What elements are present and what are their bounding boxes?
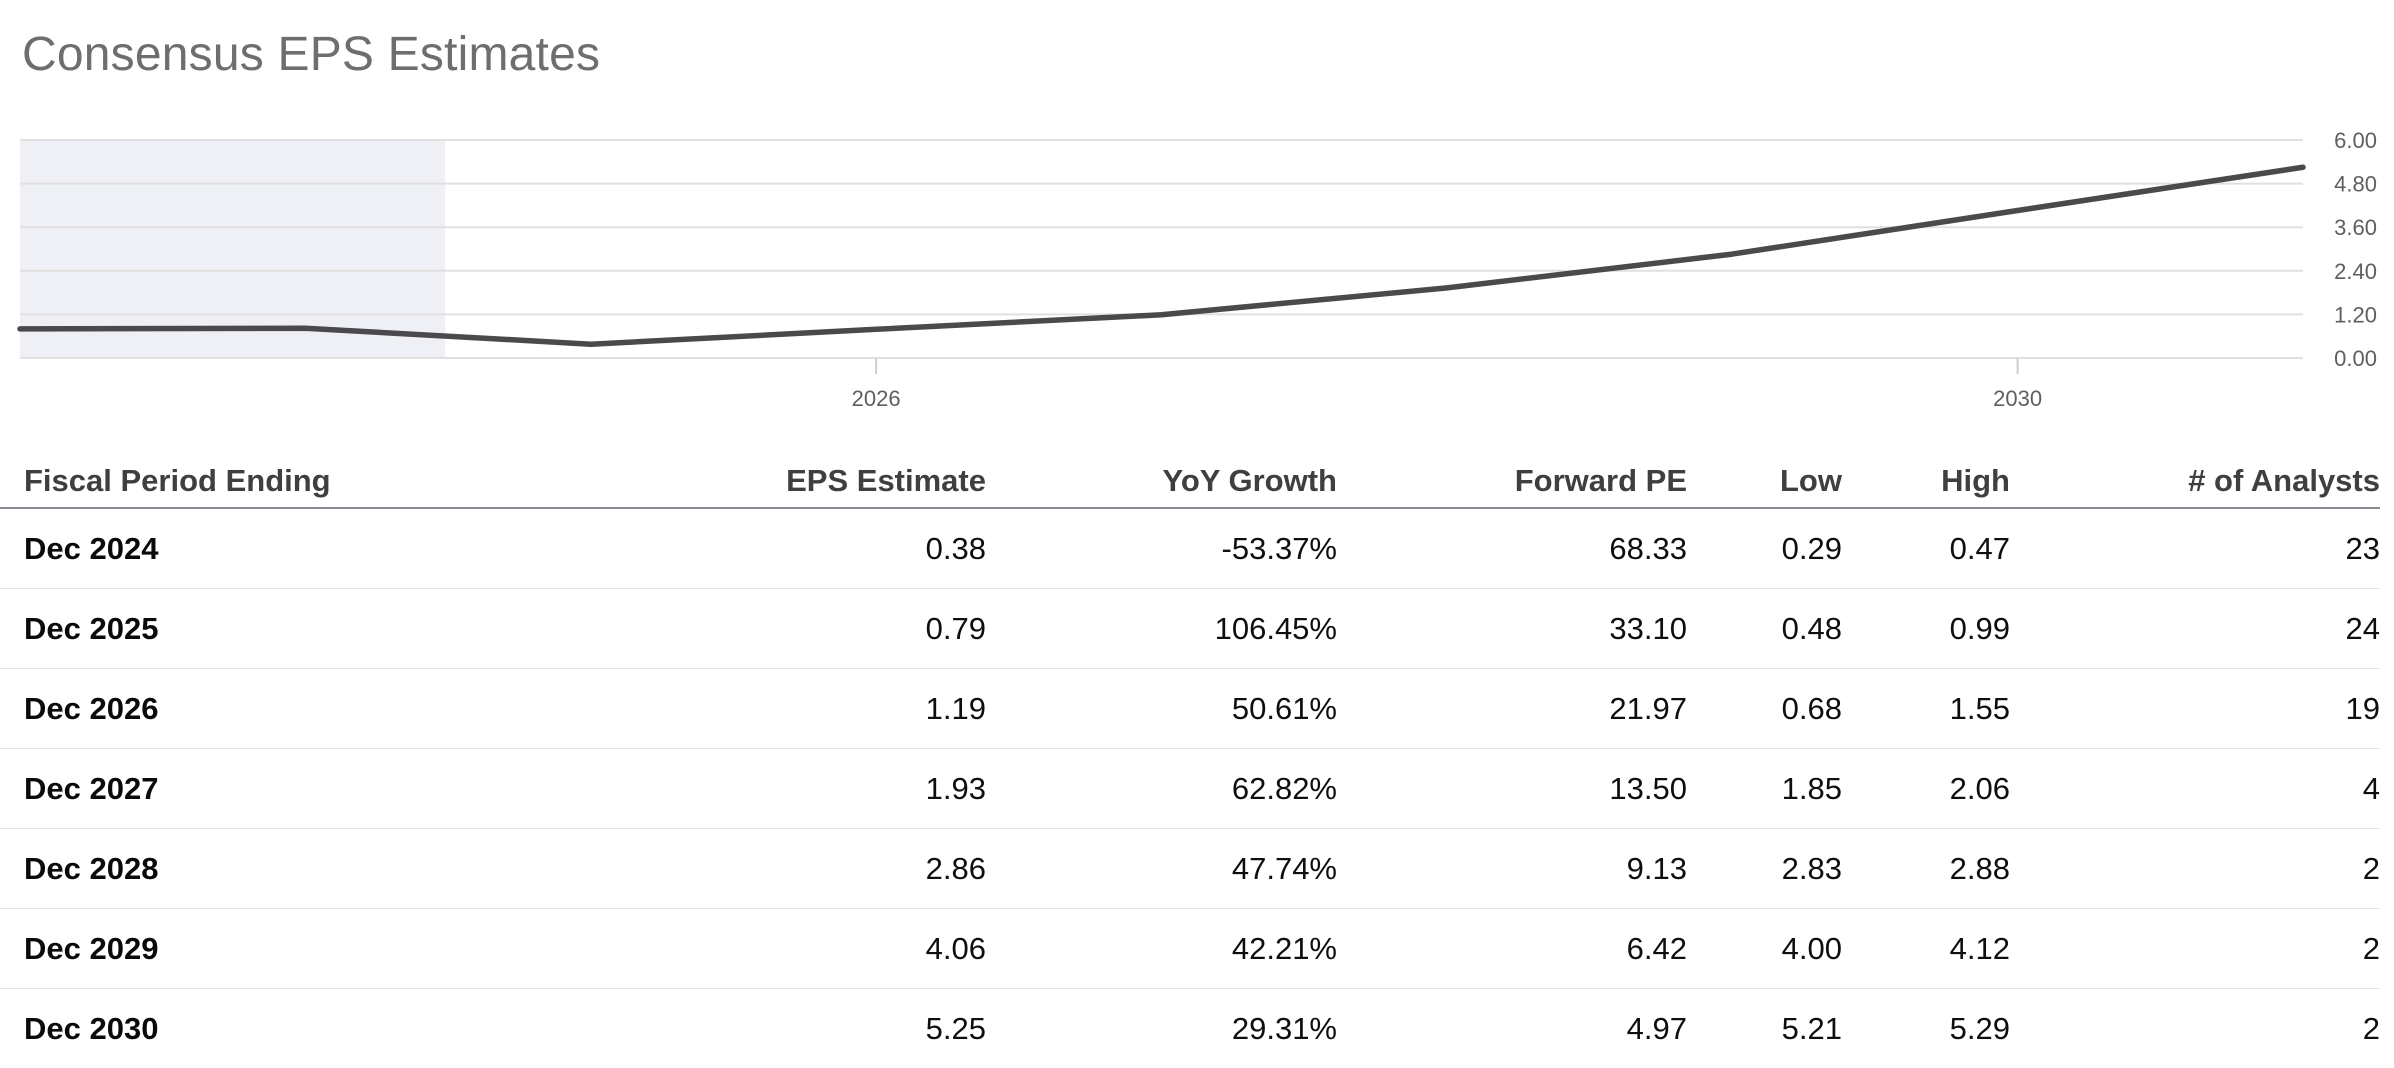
value-cell: 9.13 xyxy=(1626,850,1687,886)
value-cell: 0.79 xyxy=(925,610,986,646)
estimates-table: Fiscal Period Ending EPS Estimate YoY Grow… xyxy=(0,455,2394,1068)
fiscal-period-cell: Dec 2029 xyxy=(24,930,159,966)
y-axis-label: 3.60 xyxy=(2334,215,2377,240)
column-header: YoY Growth xyxy=(1162,463,1337,498)
fiscal-period-cell: Dec 2026 xyxy=(24,690,159,726)
column-header: EPS Estimate xyxy=(786,463,986,498)
value-cell: 0.48 xyxy=(1781,610,1842,646)
value-cell: 2 xyxy=(2362,930,2380,966)
value-cell: -53.37% xyxy=(1221,530,1337,566)
value-cell: 68.33 xyxy=(1609,530,1687,566)
eps-chart[interactable]: 0.00 1.20 2.40 3.60 4.80 6.00 2026 2030 xyxy=(0,0,2394,436)
value-cell: 2 xyxy=(2362,1010,2380,1046)
value-cell: 29.31% xyxy=(1231,1010,1337,1046)
table-row[interactable]: Dec 2025 0.79 106.45% 33.10 0.48 0.99 24 xyxy=(0,589,2380,669)
y-axis-label: 4.80 xyxy=(2334,172,2377,197)
value-cell: 4.06 xyxy=(925,930,986,966)
column-header: Fiscal Period Ending xyxy=(24,463,331,498)
table-row[interactable]: Dec 2028 2.86 47.74% 9.13 2.83 2.88 2 xyxy=(0,829,2380,909)
table-row[interactable]: Dec 2027 1.93 62.82% 13.50 1.85 2.06 4 xyxy=(0,749,2380,829)
value-cell: 4.12 xyxy=(1949,930,2010,966)
fiscal-period-cell: Dec 2024 xyxy=(24,530,159,566)
value-cell: 4 xyxy=(2362,770,2380,806)
table-row[interactable]: Dec 2030 5.25 29.31% 4.97 5.21 5.29 2 xyxy=(0,989,2380,1068)
value-cell: 1.55 xyxy=(1949,690,2010,726)
eps-line-chart-svg: 0.00 1.20 2.40 3.60 4.80 6.00 2026 2030 xyxy=(17,128,2377,411)
value-cell: 50.61% xyxy=(1231,690,1337,726)
historical-highlight-region xyxy=(20,140,446,358)
x-axis-label: 2026 xyxy=(852,386,901,411)
y-axis-label: 0.00 xyxy=(2334,346,2377,371)
value-cell: 33.10 xyxy=(1609,610,1687,646)
table-row[interactable]: Dec 2026 1.19 50.61% 21.97 0.68 1.55 19 xyxy=(0,669,2380,749)
value-cell: 4.00 xyxy=(1781,930,1842,966)
column-header: High xyxy=(1941,463,2010,498)
value-cell: 0.47 xyxy=(1949,530,2010,566)
y-axis-label: 1.20 xyxy=(2334,302,2377,327)
value-cell: 1.93 xyxy=(925,770,986,806)
value-cell: 0.99 xyxy=(1949,610,2010,646)
value-cell: 47.74% xyxy=(1231,850,1337,886)
value-cell: 4.97 xyxy=(1626,1010,1687,1046)
table-row[interactable]: Dec 2029 4.06 42.21% 6.42 4.00 4.12 2 xyxy=(0,909,2380,989)
page-title: Consensus EPS Estimates xyxy=(22,28,601,81)
value-cell: 13.50 xyxy=(1609,770,1687,806)
value-cell: 2.06 xyxy=(1949,770,2010,806)
y-axis-label: 6.00 xyxy=(2334,128,2377,153)
table-header-row: Fiscal Period Ending EPS Estimate YoY Grow… xyxy=(0,455,2380,509)
value-cell: 24 xyxy=(2345,610,2380,646)
x-axis-label: 2030 xyxy=(1993,386,2042,411)
eps-series-line xyxy=(17,164,2306,347)
fiscal-period-cell: Dec 2028 xyxy=(24,850,159,886)
table-body: Dec 2024 0.38 -53.37% 68.33 0.29 0.47 23 Dec 20… xyxy=(0,509,2394,1068)
value-cell: 5.25 xyxy=(925,1010,986,1046)
value-cell: 5.21 xyxy=(1781,1010,1842,1046)
column-header: Forward PE xyxy=(1514,463,1687,498)
value-cell: 2.86 xyxy=(925,850,986,886)
value-cell: 5.29 xyxy=(1949,1010,2010,1046)
column-header: Low xyxy=(1780,463,1842,498)
value-cell: 0.29 xyxy=(1781,530,1842,566)
value-cell: 2.88 xyxy=(1949,850,2010,886)
value-cell: 0.68 xyxy=(1781,690,1842,726)
column-header: # of Analysts xyxy=(2188,463,2380,498)
value-cell: 21.97 xyxy=(1609,690,1687,726)
value-cell: 106.45% xyxy=(1214,610,1337,646)
value-cell: 23 xyxy=(2345,530,2380,566)
value-cell: 2.83 xyxy=(1781,850,1842,886)
value-cell: 1.19 xyxy=(925,690,986,726)
value-cell: 1.85 xyxy=(1781,770,1842,806)
y-axis-label: 2.40 xyxy=(2334,259,2377,284)
fiscal-period-cell: Dec 2030 xyxy=(24,1010,159,1046)
value-cell: 6.42 xyxy=(1626,930,1687,966)
value-cell: 2 xyxy=(2362,850,2380,886)
fiscal-period-cell: Dec 2027 xyxy=(24,770,159,806)
value-cell: 0.38 xyxy=(925,530,986,566)
value-cell: 19 xyxy=(2345,690,2380,726)
value-cell: 42.21% xyxy=(1231,930,1337,966)
table-row[interactable]: Dec 2024 0.38 -53.37% 68.33 0.29 0.47 23 xyxy=(0,509,2380,589)
value-cell: 62.82% xyxy=(1231,770,1337,806)
fiscal-period-cell: Dec 2025 xyxy=(24,610,159,646)
